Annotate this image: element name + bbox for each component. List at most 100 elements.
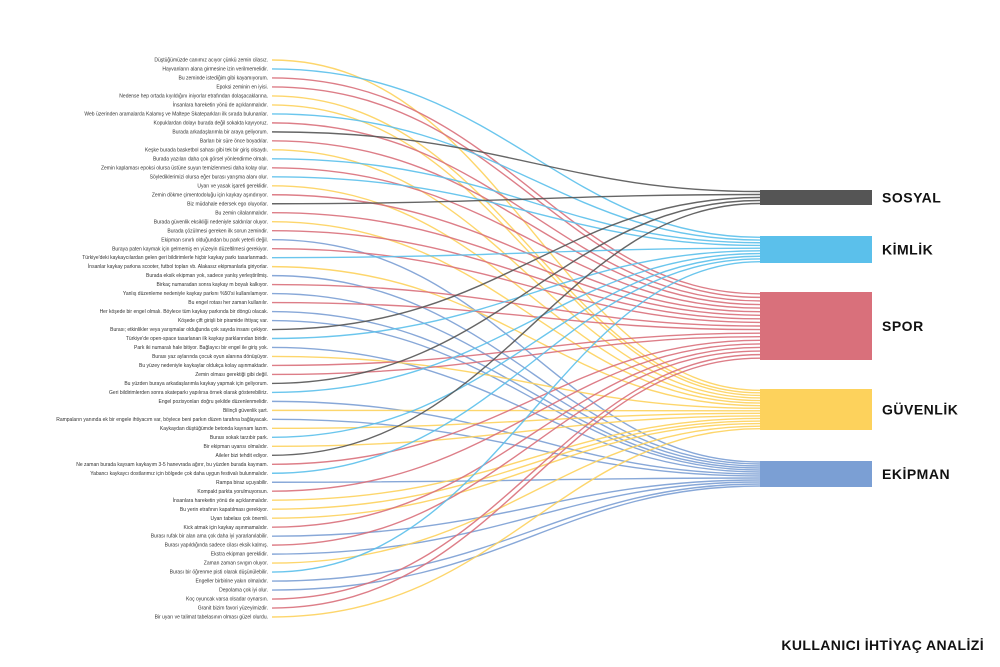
flow-lines: [271, 59, 761, 618]
flow-line-guvenlik: [271, 428, 761, 618]
statement-label: Rampa biraz uçuyabilir.: [216, 480, 268, 486]
statement-label: Buraya paten kaymak için gelmemiş en yüz…: [112, 246, 268, 252]
flow-line-spor: [271, 350, 761, 546]
statement-label: Bu yüzey nedeniyle kaykaylar oldukça kol…: [139, 363, 268, 369]
statement-label: Aileler bizi tehdit ediyor.: [215, 453, 268, 459]
statement-label: Türkiye'deki kaykaycılardan gelen geri b…: [82, 255, 268, 261]
flow-line-guvenlik: [271, 265, 761, 407]
statement-label: Düştüğümüzde canımız acıyor çünkü zemin …: [154, 58, 268, 64]
statement-label: Burada güvenlik eksikliği nedeniyle sald…: [154, 219, 268, 225]
category-band-kimlik: [760, 236, 872, 263]
flow-line-spor: [271, 229, 761, 320]
flow-line-spor: [271, 339, 761, 465]
statement-label: Uyarı tabelası çok önemli.: [210, 516, 268, 522]
flow-line-guvenlik: [271, 415, 761, 448]
flow-line-guvenlik: [271, 355, 761, 409]
statement-label: Web üzerinden aramalarda Kalamış ve Malt…: [84, 112, 268, 118]
flow-line-guvenlik: [271, 420, 761, 510]
statement-label: Bir ekipman uyarısı olmalıdır.: [204, 444, 268, 450]
statement-label: Bu yerin etrafının kapatılması gerekiyor…: [180, 507, 268, 513]
category-label-kimlik: KİMLİK: [882, 242, 933, 258]
flow-line-kimlik: [271, 158, 761, 244]
statement-label: Zaman zaman sıvıgın oluyor.: [204, 561, 268, 567]
flow-line-guvenlik: [271, 422, 761, 519]
flow-line-ekipman: [271, 292, 761, 467]
flow-line-ekipman: [271, 485, 761, 591]
statement-label: Kopuklardan dolayı burada değil sokakta …: [153, 120, 268, 126]
page-title: KULLANICI İHTİYAÇ ANALİZİ: [781, 637, 984, 653]
flow-line-spor: [271, 357, 761, 609]
statement-label: Engeller birbirine yakın olmalıdır.: [195, 579, 268, 585]
flow-line-kimlik: [271, 258, 761, 474]
statement-label: Hayvanların alana girmesine izin verilme…: [162, 67, 268, 73]
category-band-ekipman: [760, 461, 872, 487]
category-label-spor: SPOR: [882, 318, 924, 334]
statement-label: Burası yapıldığında sadece cilası eksik …: [165, 543, 268, 549]
flow-line-kimlik: [271, 176, 761, 247]
flow-line-kimlik: [271, 260, 761, 573]
statement-label: Barları bir süre önce boyadılar.: [200, 138, 268, 144]
flow-line-ekipman: [271, 238, 761, 463]
flow-line-guvenlik: [271, 95, 761, 394]
statement-label: Epoksi zeminin en iyisi.: [216, 85, 268, 91]
flow-line-kimlik: [271, 255, 761, 439]
statement-label: İnsanlara hareketin yönü de açıklanmalıd…: [173, 497, 268, 504]
statement-label: Keşke burada basketbol sahası gibi tek b…: [145, 147, 268, 153]
category-label-sosyal: SOSYAL: [882, 190, 941, 206]
statement-label: İnsanlar kaykay parkına scooter, futbol …: [88, 263, 268, 270]
flow-line-spor: [271, 122, 761, 302]
category-label-ekipman: EKİPMAN: [882, 466, 950, 482]
statement-label: Zemin olması gerektiği gibi değil.: [195, 372, 268, 378]
flow-line-spor: [271, 167, 761, 309]
statement-label: Granit bizim favori yüzeyimizdir.: [198, 606, 268, 612]
flow-line-sosyal: [271, 196, 761, 331]
statement-labels: Düştüğümüzde canımız acıyor çünkü zemin …: [56, 58, 268, 621]
flow-line-ekipman: [271, 477, 761, 483]
flow-line-guvenlik: [271, 59, 761, 391]
flow-line-guvenlik: [271, 185, 761, 402]
flow-line-kimlik: [271, 247, 761, 259]
statement-label: Ekipman sınırlı olduğundan bu park yeter…: [161, 237, 268, 243]
flow-line-ekipman: [271, 483, 761, 582]
statement-label: Burası sokak tarzıbir park.: [210, 435, 268, 441]
statement-label: Türkiye'de open-space tasarlanan ilk kay…: [126, 336, 268, 342]
statement-label: Burası bir öğrenme pisti olarak düşünüle…: [170, 570, 268, 576]
flow-line-spor: [271, 77, 761, 295]
category-band-guvenlik: [760, 389, 872, 430]
statement-label: Ne zaman burada kaysam kaykayım 3-5 hane…: [76, 462, 268, 468]
flow-line-ekipman: [271, 319, 761, 471]
statement-label: Her köşede bir engel olmalı. Böylece tüm…: [100, 309, 268, 315]
flow-line-spor: [271, 336, 761, 376]
flow-line-spor: [271, 301, 761, 331]
statement-label: Burada çözülmesi gereken ilk sorun zemin…: [167, 228, 268, 234]
statement-label: Bu zemin cilalanmalıdır.: [215, 210, 268, 216]
statement-label: Koç oyuncak varsa olsadar oynarsın.: [186, 597, 268, 603]
statement-label: Zemin kaplaması epoksi olursa üstüne suy…: [101, 165, 268, 171]
statement-label: Kaykaydan düştüğümde betonda kayınam laz…: [160, 426, 268, 432]
statement-label: Kompakt parkta yorulmuyorsun.: [197, 489, 268, 495]
flow-line-spor: [271, 346, 761, 528]
flow-line-spor: [271, 353, 761, 600]
flow-line-ekipman: [271, 479, 761, 537]
flow-line-sosyal: [271, 193, 761, 205]
category-label-guvenlik: GÜVENLİK: [882, 402, 958, 418]
statement-label: Engel pozisyonları doğru şekilde düzenle…: [158, 399, 268, 405]
statement-label: Bir uyarı ve talimat tabelasının olması …: [155, 615, 268, 621]
flow-line-ekipman: [271, 346, 761, 473]
flow-line-spor: [271, 332, 761, 367]
flow-line-kimlik: [271, 250, 761, 340]
statement-label: Biz müdahale edersek ego oluyorlar.: [187, 201, 268, 207]
statement-label: Nedense hep ortada kıyıldığını iniyorlar…: [119, 94, 268, 100]
statement-label: Bu engel rotası her zaman kullanılır.: [188, 300, 268, 306]
statement-label: Geri bildirimlerden sonra skateparkı yap…: [109, 390, 268, 396]
statement-label: Bu yüzden buraya arkadaşlarımla kaykay y…: [124, 381, 268, 387]
statement-label: Bu zeminde istediğim gibi kayamıyorum.: [179, 76, 268, 82]
flow-line-sosyal: [271, 199, 761, 385]
statement-label: Söylediklerimizi olursa eğer burası yarı…: [150, 174, 268, 180]
statement-label: Yanlış düzenleme nedeniyle kaykay parkın…: [123, 291, 268, 297]
statement-label: Birkaç numaradan sonra kaykay m boyalı k…: [157, 282, 268, 288]
category-labels: SOSYAL KİMLİK SPOR GÜVENLİK EKİPMAN: [882, 190, 958, 483]
statement-label: İnsanlara hareketin yönü de açıklanmalıd…: [173, 102, 268, 109]
flow-line-kimlik: [271, 68, 761, 239]
